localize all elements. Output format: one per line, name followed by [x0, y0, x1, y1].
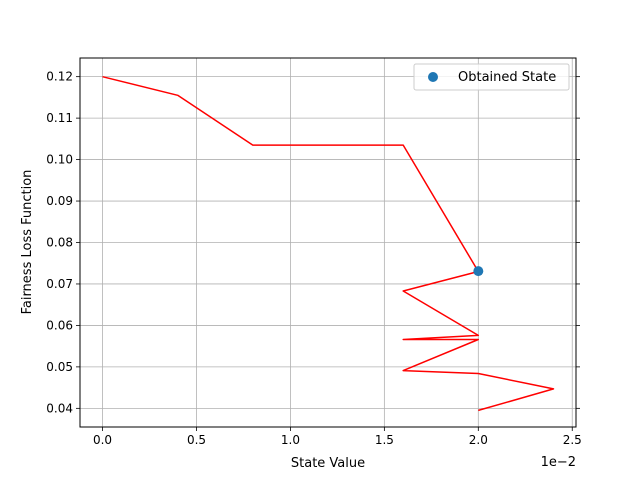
y-tick-label: 0.06 — [46, 318, 73, 332]
y-tick-label: 0.11 — [46, 111, 73, 125]
x-tick-label: 1.0 — [281, 433, 300, 447]
legend-marker — [428, 72, 438, 82]
legend: Obtained State — [413, 63, 570, 91]
line-series-0 — [102, 75, 555, 412]
axis-ticks: 0.0 0.5 1.0 1.5 2.0 2.5 0.04 0.05 0.06 0.07 0.08 0.… — [46, 70, 582, 447]
x-tick-label: 2.5 — [563, 433, 582, 447]
x-tick-label: 0.0 — [93, 433, 112, 447]
legend-frame — [413, 63, 570, 91]
y-tick-label: 0.09 — [46, 194, 73, 208]
y-tick-label: 0.08 — [46, 236, 73, 250]
plot-series — [102, 75, 555, 412]
grid — [80, 58, 576, 427]
y-tick-label: 0.12 — [46, 70, 73, 84]
x-tick-label: 0.5 — [187, 433, 206, 447]
y-axis-label: Fairness Loss Function — [20, 170, 35, 315]
x-axis-label: State Value — [291, 456, 365, 471]
x-tick-label: 2.0 — [469, 433, 488, 447]
scatter-point — [473, 266, 484, 277]
x-tick-label: 1.5 — [375, 433, 394, 447]
y-tick-label: 0.04 — [46, 401, 73, 415]
x-axis-offset-text: 1e−2 — [541, 455, 576, 470]
y-tick-label: 0.10 — [46, 153, 73, 167]
y-tick-label: 0.07 — [46, 277, 73, 291]
legend-label: Obtained State — [458, 70, 556, 85]
y-tick-label: 0.05 — [46, 360, 73, 374]
